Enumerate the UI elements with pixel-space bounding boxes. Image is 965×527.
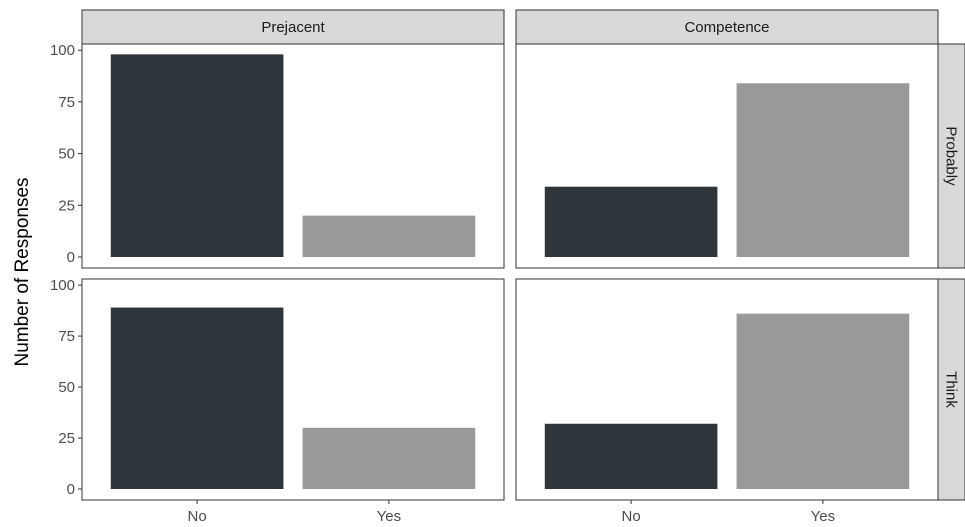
panel-think-prejacent-border [81,278,505,501]
panel-probably-competence [515,43,939,269]
bar-probably-competence-yes [736,83,910,257]
y-tick-label-probably-75: 75 [58,94,75,111]
x-tick-label-competence-yes: Yes [811,508,835,525]
y-tick-label-probably-0: 0 [67,249,75,266]
panel-probably-competence-border [515,43,939,269]
y-tick-label-probably-100: 100 [50,42,75,59]
y-tick-label-probably-50: 50 [58,146,75,163]
x-tick-label-prejacent-yes: Yes [377,508,401,525]
bar-think-competence-no [544,423,718,489]
bar-think-prejacent-yes [302,427,476,489]
panel-think-prejacent: 0 25 50 75 100 No Yes [50,277,505,525]
facet-strip-label-think: Think [943,371,960,408]
facet-strip-competence [515,9,939,45]
panel-probably-prejacent: 0 25 50 75 100 [50,42,505,269]
x-tick-label-prejacent-no: No [187,508,206,525]
bar-probably-competence-no [544,186,718,257]
facet-strip-label-competence: Competence [684,19,769,36]
x-tick-label-competence-no: No [621,508,640,525]
facet-strip-label-prejacent: Prejacent [261,19,325,36]
bar-probably-prejacent-no [110,54,284,257]
y-tick-label-think-50: 50 [58,379,75,396]
y-tick-label-probably-25: 25 [58,197,75,214]
y-tick-label-think-0: 0 [67,481,75,498]
panel-think-competence-border [515,278,939,501]
y-tick-label-think-100: 100 [50,277,75,294]
bar-think-competence-yes [736,313,910,489]
y-tick-label-think-75: 75 [58,328,75,345]
facet-strip-label-probably: Probably [943,126,960,186]
facet-strip-probably [937,43,965,269]
y-tick-label-think-25: 25 [58,430,75,447]
panel-probably-prejacent-border [81,43,505,269]
bar-think-prejacent-no [110,307,284,489]
bar-probably-prejacent-yes [302,215,476,257]
y-axis-title: Number of Responses [12,177,33,366]
facet-strip-think [937,278,965,501]
panel-think-competence: No Yes [515,278,939,525]
facet-strip-prejacent [81,9,505,45]
